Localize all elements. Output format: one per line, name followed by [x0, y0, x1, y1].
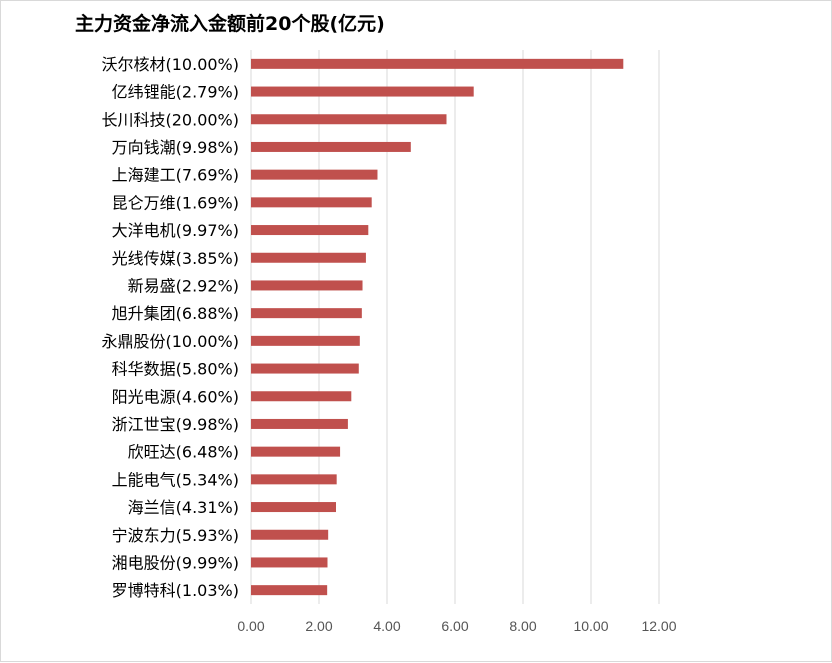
category-label: 昆仑万维(1.69%) — [112, 193, 239, 212]
bar — [251, 141, 411, 152]
bar — [251, 391, 352, 402]
x-tick-label: 0.00 — [237, 618, 264, 634]
bar — [251, 418, 348, 429]
category-label: 旭升集团(6.88%) — [112, 304, 239, 323]
category-label: 湘电股份(9.99%) — [112, 553, 239, 572]
chart-title: 主力资金净流入金额前20个股(亿元) — [75, 13, 385, 35]
bar — [251, 446, 341, 457]
category-label: 宁波东力(5.93%) — [112, 526, 239, 545]
category-label: 万向钱潮(9.98%) — [112, 138, 239, 157]
category-label: 永鼎股份(10.00%) — [102, 332, 240, 351]
category-label: 欣旺达(6.48%) — [128, 443, 239, 462]
x-tick-label: 12.00 — [641, 618, 676, 634]
bar — [251, 308, 362, 319]
bar — [251, 363, 359, 374]
bar — [251, 197, 372, 208]
bar — [251, 474, 337, 485]
bar — [251, 557, 328, 568]
category-label: 浙江世宝(9.98%) — [112, 415, 239, 434]
bar — [251, 225, 369, 236]
category-label: 上海建工(7.69%) — [112, 166, 239, 185]
bar — [251, 335, 360, 346]
category-label: 大洋电机(9.97%) — [112, 221, 239, 240]
category-label: 阳光电源(4.60%) — [112, 387, 239, 406]
category-label: 光线传媒(3.85%) — [112, 249, 239, 268]
category-label: 海兰信(4.31%) — [128, 498, 239, 517]
bar — [251, 169, 378, 180]
category-label: 亿纬锂能(2.79%) — [112, 83, 239, 102]
x-tick-label: 8.00 — [509, 618, 536, 634]
category-label: 沃尔核材(10.00%) — [102, 55, 240, 74]
bar — [251, 58, 624, 69]
x-tick-label: 2.00 — [305, 618, 332, 634]
bar — [251, 502, 336, 513]
category-label: 新易盛(2.92%) — [128, 276, 239, 295]
category-label: 科华数据(5.80%) — [112, 360, 239, 379]
x-tick-label: 6.00 — [441, 618, 468, 634]
bars — [251, 58, 624, 596]
grid-lines — [250, 50, 660, 604]
bar — [251, 252, 366, 263]
bar — [251, 280, 363, 291]
category-label: 罗博特科(1.03%) — [112, 581, 239, 600]
x-tick-labels: 0.00 2.00 4.00 6.00 8.00 10.00 12.00 — [237, 618, 676, 634]
category-labels: 沃尔核材(10.00%) 亿纬锂能(2.79%) 长川科技(20.00%) 万向钱潮(… — [102, 55, 240, 600]
category-label: 上能电气(5.34%) — [112, 470, 239, 489]
x-tick-label: 4.00 — [373, 618, 400, 634]
bar — [251, 529, 329, 540]
bar — [251, 114, 447, 125]
bar — [251, 585, 328, 596]
x-tick-label: 10.00 — [573, 618, 608, 634]
category-label: 长川科技(20.00%) — [102, 110, 240, 129]
bar — [251, 86, 474, 97]
